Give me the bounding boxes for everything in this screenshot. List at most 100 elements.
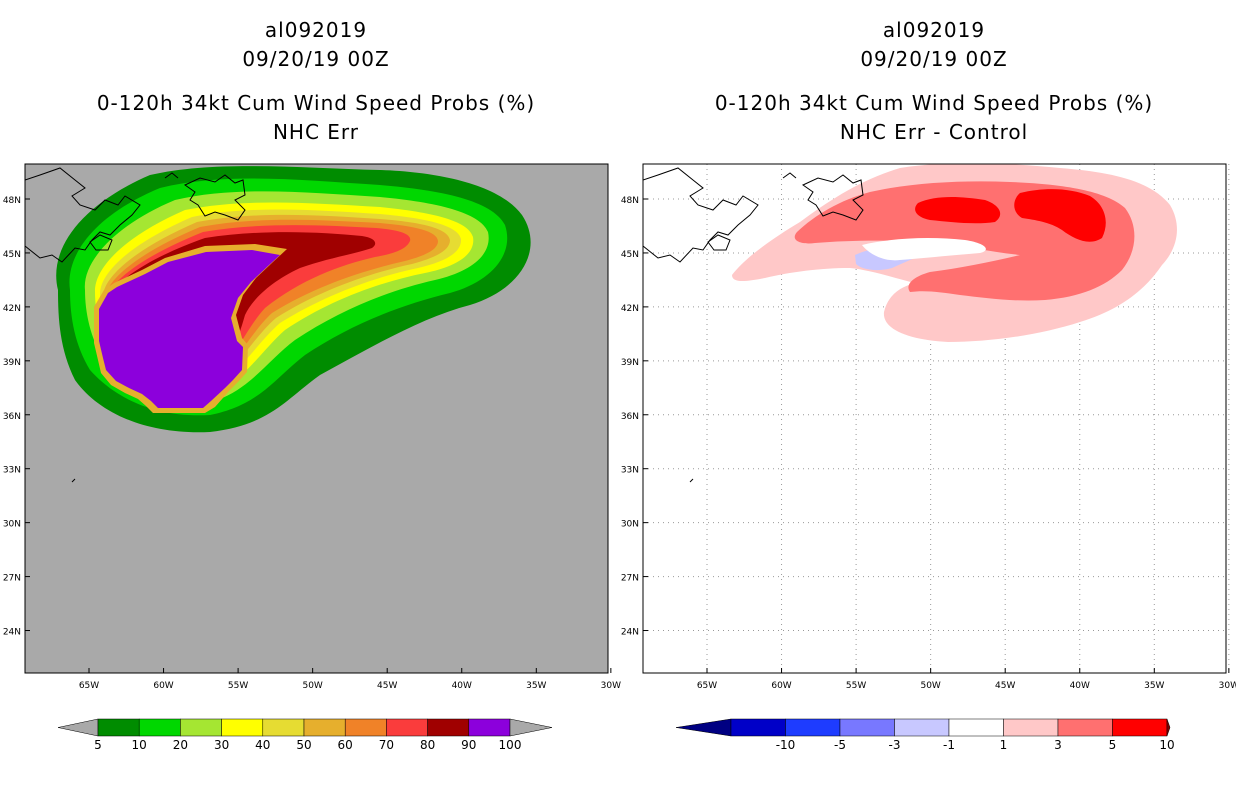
colorbar-label: 10 xyxy=(132,738,147,752)
lon-label: 50W xyxy=(920,681,940,691)
right-difference-field xyxy=(732,164,1177,342)
lon-label: 40W xyxy=(452,681,472,691)
colorbar-swatch xyxy=(894,718,950,737)
right-map-panel: 48N 45N 42N 39N 36N 33N 30N 27N 24N 65W 60W 55W 50W 4… xyxy=(621,163,1236,691)
colorbar-swatch xyxy=(730,718,786,737)
lat-label: 45N xyxy=(621,250,639,260)
colorbar-label: 50 xyxy=(296,738,311,752)
right-storm-id: al092019 xyxy=(882,18,986,42)
colorbar-swatch xyxy=(468,718,511,737)
lon-label: 30W xyxy=(601,681,621,691)
lat-label: 42N xyxy=(3,304,21,314)
colorbar-swatch xyxy=(948,718,1004,737)
colorbar-swatch xyxy=(344,718,387,737)
lon-label: 30W xyxy=(1219,681,1236,691)
colorbar-label: 80 xyxy=(420,738,435,752)
diff-band-white-gap xyxy=(862,237,986,261)
lat-label: 30N xyxy=(3,520,21,530)
colorbar-label: 1 xyxy=(1000,738,1008,752)
lat-label: 36N xyxy=(3,412,21,422)
diff-band-5-10a xyxy=(915,196,1001,224)
colorbar-label: -3 xyxy=(889,738,901,752)
lon-label: 65W xyxy=(697,681,717,691)
colorbar-swatch xyxy=(1112,718,1168,737)
lat-label: 30N xyxy=(621,520,639,530)
lat-label: 48N xyxy=(621,196,639,206)
lon-label: 35W xyxy=(1144,681,1164,691)
colorbar-swatch xyxy=(1057,718,1113,737)
colorbar-label: 70 xyxy=(379,738,394,752)
colorbar-swatch xyxy=(221,718,264,737)
left-map-panel: 48N 45N 42N 39N 36N 33N 30N 27N 24N 65W 60W 55W 50W 4… xyxy=(3,163,621,691)
lon-label: 40W xyxy=(1070,681,1090,691)
lat-label: 24N xyxy=(3,628,21,638)
colorbar-swatch xyxy=(1003,718,1059,737)
left-datetime: 09/20/19 00Z xyxy=(242,47,390,71)
diff-band-5-10b xyxy=(1014,189,1106,242)
lon-label: 35W xyxy=(526,681,546,691)
colorbar-right-arrow xyxy=(1166,718,1171,737)
lat-label: 42N xyxy=(621,304,639,314)
colorbar-label: 20 xyxy=(173,738,188,752)
left-coastline xyxy=(25,167,246,483)
right-map-frame xyxy=(642,163,1227,674)
colorbar-swatch xyxy=(785,718,841,737)
lon-label: 55W xyxy=(228,681,248,691)
colorbar-swatch xyxy=(180,718,222,737)
colorbar-swatch xyxy=(262,718,305,737)
colorbar-swatch xyxy=(303,718,346,737)
lat-label: 45N xyxy=(3,250,21,260)
colorbar-label: -10 xyxy=(776,738,796,752)
left-map-frame xyxy=(24,163,609,674)
colorbar-label: -5 xyxy=(834,738,846,752)
lon-label: 45W xyxy=(995,681,1015,691)
lon-label: 50W xyxy=(302,681,322,691)
colorbar-label: 100 xyxy=(499,738,522,752)
colorbar-right-arrow xyxy=(509,718,553,737)
lon-label: 45W xyxy=(377,681,397,691)
colorbar-swatch xyxy=(427,718,470,737)
colorbar-left-arrow xyxy=(675,718,732,737)
colorbar-label: 90 xyxy=(461,738,476,752)
left-subtitle: NHC Err xyxy=(272,120,360,144)
right-subtitle: NHC Err - Control xyxy=(839,120,1029,144)
lat-label: 33N xyxy=(3,466,21,476)
lat-label: 48N xyxy=(3,196,21,206)
colorbar-label: 40 xyxy=(255,738,270,752)
lat-label: 27N xyxy=(3,574,21,584)
right-coastline xyxy=(643,167,864,483)
colorbar-swatch xyxy=(138,718,181,737)
lat-label: 39N xyxy=(621,358,639,368)
lon-label: 60W xyxy=(771,681,791,691)
lon-label: 55W xyxy=(846,681,866,691)
colorbar-swatch xyxy=(386,718,428,737)
lat-label: 33N xyxy=(621,466,639,476)
right-datetime: 09/20/19 00Z xyxy=(860,47,1008,71)
left-title: 0-120h 34kt Cum Wind Speed Probs (%) xyxy=(96,91,536,115)
lon-label: 60W xyxy=(153,681,173,691)
colorbar-label: 5 xyxy=(1109,738,1117,752)
colorbar-label: 60 xyxy=(338,738,353,752)
colorbar-label: 10 xyxy=(1159,738,1174,752)
colorbar-swatch xyxy=(97,718,140,737)
lon-label: 65W xyxy=(79,681,99,691)
lat-label: 27N xyxy=(621,574,639,584)
right-colorbar: -10 -5 -3 -1 1 3 5 10 xyxy=(675,718,1175,752)
prob-band-100 xyxy=(99,250,280,408)
left-colorbar: 5 10 20 30 40 50 60 70 80 90 100 xyxy=(57,718,553,752)
colorbar-swatch xyxy=(839,718,895,737)
colorbar-label: -1 xyxy=(943,738,955,752)
lat-label: 39N xyxy=(3,358,21,368)
left-storm-id: al092019 xyxy=(264,18,368,42)
lat-label: 36N xyxy=(621,412,639,422)
colorbar-label: 30 xyxy=(214,738,229,752)
colorbar-left-arrow xyxy=(57,718,99,737)
colorbar-label: 3 xyxy=(1054,738,1062,752)
left-axes: 48N 45N 42N 39N 36N 33N 30N 27N 24N 65W 60W 55W 50W 4… xyxy=(3,196,621,691)
right-axes: 48N 45N 42N 39N 36N 33N 30N 27N 24N 65W 60W 55W 50W 4… xyxy=(621,196,1236,691)
lat-label: 24N xyxy=(621,628,639,638)
right-title: 0-120h 34kt Cum Wind Speed Probs (%) xyxy=(714,91,1154,115)
left-probability-field xyxy=(56,166,531,433)
colorbar-label: 5 xyxy=(94,738,102,752)
